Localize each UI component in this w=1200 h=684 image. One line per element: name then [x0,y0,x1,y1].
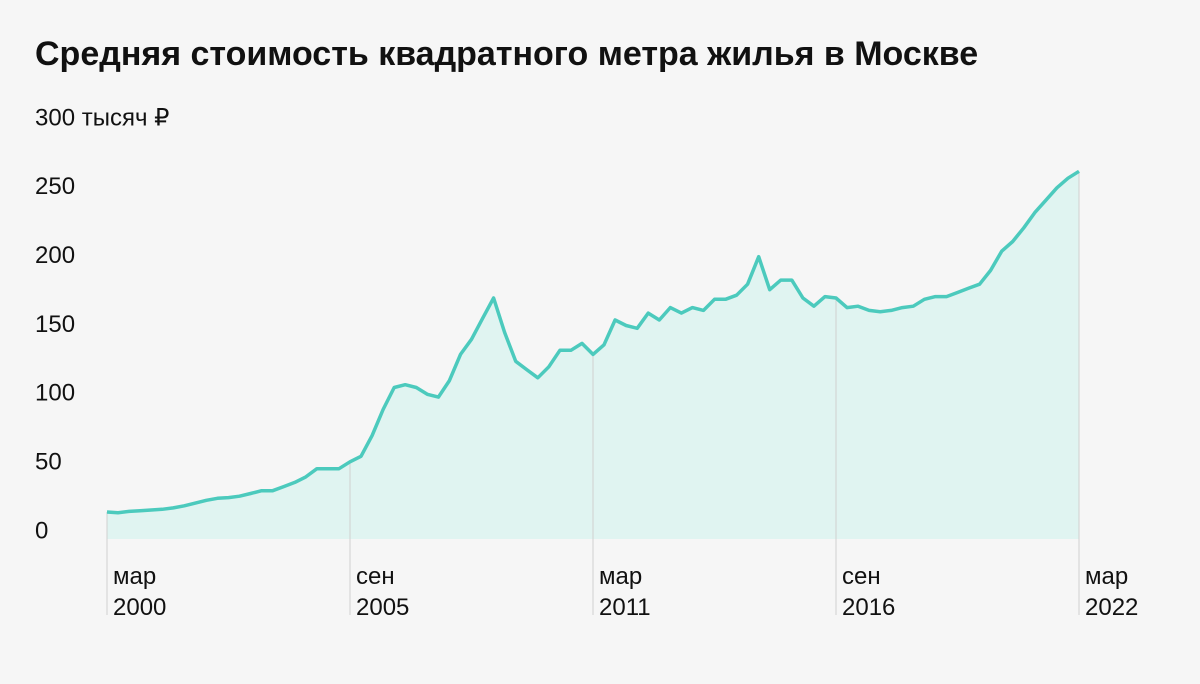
x-tick-label: мар 2011 [599,563,651,621]
x-tick-label-line: 2000 [113,594,166,621]
x-tick-label-line: мар [599,563,642,590]
x-tick-label-line: мар [1085,563,1128,590]
x-tick-label-line: 2005 [356,594,409,621]
line [106,169,1080,515]
x-tick-label-line: мар [113,563,156,590]
y-tick-label: 0 [35,517,48,544]
y-tick-label: 100 [35,380,75,407]
x-tick-label: мар 2022 [1085,563,1138,621]
x-tick-label-line: сен [356,563,395,590]
x-tick-label: мар 2000 [113,563,166,621]
x-tick-label: сен 2016 [842,563,895,621]
x-tick-label-line: сен [842,563,881,590]
y-tick-label: 300 тысяч ₽ [35,104,169,131]
x-tick-label-line: 2011 [599,594,651,621]
x-tick-label-line: 2022 [1085,594,1138,621]
x-tick-label-line: 2016 [842,594,895,621]
y-tick-label: 250 [35,173,75,200]
y-tick-label: 200 [35,242,75,269]
y-tick-label: 50 [35,449,62,476]
x-tick-label: сен 2005 [356,563,409,621]
chart-title: Средняя стоимость квадратного метра жиль… [35,35,978,73]
y-tick-label: 150 [35,311,75,338]
